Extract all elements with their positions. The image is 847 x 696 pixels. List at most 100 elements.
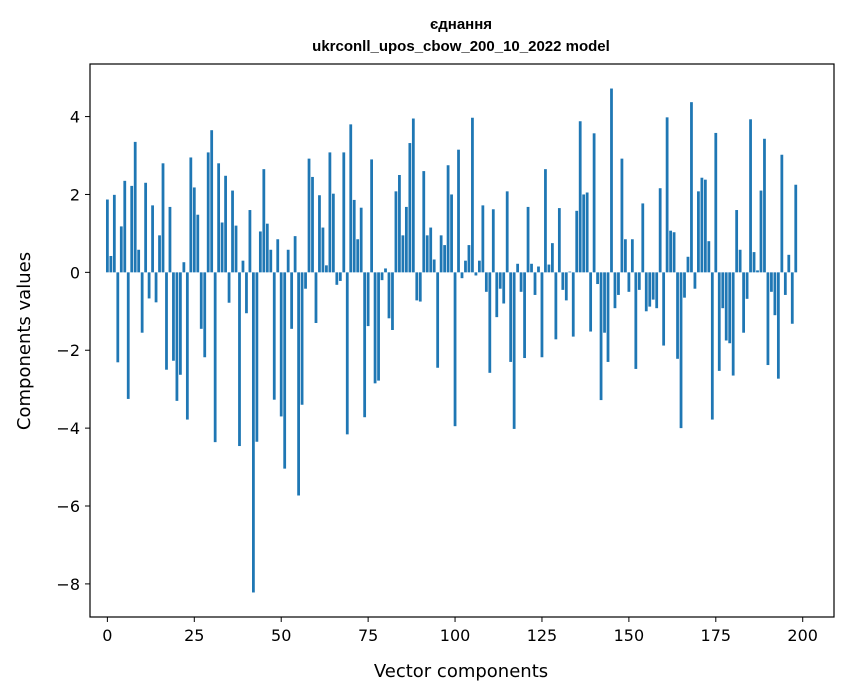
y-tick-label: −4 xyxy=(56,419,80,438)
bar xyxy=(384,268,387,273)
bar xyxy=(356,239,360,273)
bar xyxy=(151,205,154,273)
bar xyxy=(776,272,780,379)
bar xyxy=(185,272,189,420)
bar xyxy=(509,272,513,362)
bar xyxy=(544,169,547,273)
bar xyxy=(662,272,666,346)
bar xyxy=(377,272,380,381)
bar xyxy=(471,117,474,273)
bar xyxy=(613,272,617,309)
bar xyxy=(109,255,113,273)
bar xyxy=(300,272,304,405)
bar xyxy=(665,117,669,273)
bar xyxy=(571,272,575,337)
bar xyxy=(342,152,346,273)
bar xyxy=(265,223,269,273)
bar xyxy=(245,272,248,314)
bar xyxy=(703,179,707,273)
bar xyxy=(759,190,763,273)
bar xyxy=(394,191,398,273)
bar xyxy=(620,158,624,273)
bar xyxy=(116,272,120,363)
bar xyxy=(561,272,565,290)
bar xyxy=(495,272,499,318)
bar xyxy=(519,272,523,292)
bar xyxy=(248,210,252,273)
bar xyxy=(592,133,596,273)
bar xyxy=(154,272,158,303)
bar xyxy=(690,102,693,273)
bar xyxy=(192,187,196,273)
bar xyxy=(404,206,408,273)
bar xyxy=(318,195,321,273)
bar xyxy=(210,130,214,273)
bar xyxy=(516,263,520,273)
bar xyxy=(683,272,686,298)
bar xyxy=(453,272,457,427)
bar xyxy=(439,235,443,273)
bar xyxy=(491,209,495,273)
bar xyxy=(189,157,193,273)
bar xyxy=(227,272,231,303)
bar xyxy=(763,138,766,273)
bar xyxy=(749,119,752,273)
chart-title-line-2: ukrconll_upos_cbow_200_10_2022 model xyxy=(312,38,610,55)
bar xyxy=(756,270,759,273)
bar xyxy=(408,143,412,273)
bar xyxy=(551,243,554,273)
bar xyxy=(133,141,137,273)
bar xyxy=(498,272,502,289)
bar xyxy=(693,272,697,289)
x-tick-label: 100 xyxy=(440,626,471,645)
bar xyxy=(457,149,460,273)
bar xyxy=(644,272,648,312)
x-tick-label: 0 xyxy=(102,626,112,645)
bar xyxy=(269,249,273,273)
bar xyxy=(512,272,516,429)
bar xyxy=(557,208,561,273)
bar xyxy=(554,272,558,340)
bar xyxy=(328,152,332,273)
y-axis-label: Components values xyxy=(14,252,35,430)
x-axis-label: Vector components xyxy=(374,661,548,682)
bar xyxy=(175,272,179,401)
bar xyxy=(481,205,485,273)
bar xyxy=(707,241,711,273)
bar xyxy=(158,235,161,273)
bar xyxy=(304,272,307,289)
bar xyxy=(752,252,756,273)
bar xyxy=(168,206,172,273)
bar xyxy=(335,272,339,285)
bar xyxy=(585,192,589,273)
x-tick-label: 75 xyxy=(358,626,378,645)
bar xyxy=(582,194,586,273)
bar xyxy=(370,159,373,273)
bar xyxy=(537,266,540,273)
bar xyxy=(735,210,739,273)
bar xyxy=(119,226,123,273)
bar xyxy=(338,272,342,281)
bar xyxy=(770,272,773,292)
bar xyxy=(179,272,182,375)
bar xyxy=(676,272,679,359)
bar xyxy=(380,272,384,281)
y-tick-label: 4 xyxy=(70,108,80,127)
bar xyxy=(724,272,728,341)
bar xyxy=(780,154,784,273)
bar xyxy=(655,272,659,309)
bar xyxy=(311,176,314,273)
bar xyxy=(398,174,401,273)
bar xyxy=(658,188,662,273)
bar xyxy=(425,235,429,273)
bar xyxy=(293,236,297,273)
bar xyxy=(112,194,116,273)
plot-area-frame xyxy=(89,63,835,618)
bar xyxy=(325,265,328,273)
bar xyxy=(540,272,544,358)
bar xyxy=(700,177,704,273)
bar xyxy=(161,163,165,273)
bar xyxy=(766,272,770,366)
bar xyxy=(182,262,186,273)
